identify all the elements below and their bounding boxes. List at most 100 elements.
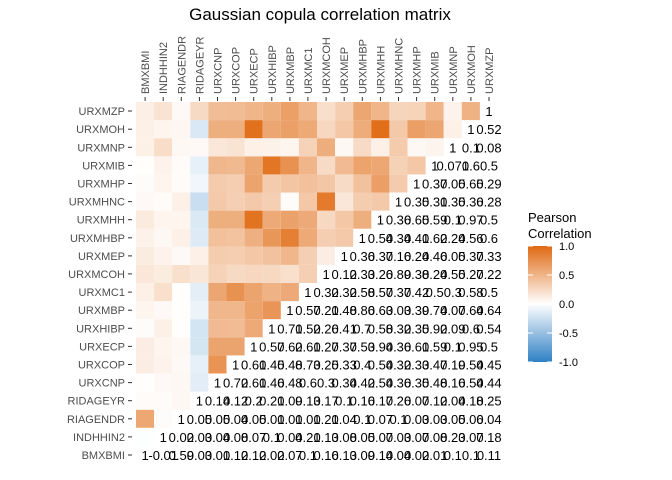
cell-value-label: 0.33 (404, 358, 429, 373)
heatmap-cell (226, 120, 245, 139)
heatmap-cell (226, 192, 245, 211)
cell-value-label: 0.64 (476, 303, 501, 318)
cell-value-label: 1 (304, 285, 311, 300)
y-axis-tick-label: URXMZP (79, 106, 125, 118)
heatmap-cell (389, 156, 408, 175)
heatmap-cell (407, 138, 426, 157)
cell-value-label: 0.34 (386, 231, 411, 246)
y-axis-tick-label: URXMHH (77, 215, 125, 227)
cell-value-label: 0.04 (386, 448, 411, 463)
heatmap-cell (244, 301, 263, 320)
legend-tick-label: 0.5 (559, 270, 574, 282)
heatmap-cell (208, 283, 227, 302)
cell-value-label: 0.26 (368, 267, 393, 282)
y-axis-tick-label: RIAGENDR (67, 414, 125, 426)
heatmap-cell (190, 156, 209, 175)
heatmap-cell (190, 174, 209, 193)
cell-value-label: 1 (160, 430, 167, 445)
cell-value-label: 0.55 (440, 267, 465, 282)
heatmap-cell (154, 264, 173, 283)
heatmap-cell (353, 120, 372, 139)
heatmap-cell (154, 409, 173, 428)
heatmap-cell (154, 156, 173, 175)
legend-tick-label: -0.5 (559, 328, 578, 340)
heatmap-cell (226, 264, 245, 283)
heatmap-cell (298, 120, 317, 139)
cell-value-label: 1 (377, 213, 384, 228)
heatmap-cell (298, 138, 317, 157)
cell-value-label: 0.54 (368, 231, 393, 246)
heatmap-cell (371, 120, 390, 139)
x-axis-tick-label: URXMHP (412, 46, 424, 94)
cell-value-label: 0.56 (458, 231, 483, 246)
legend-tick-label: 0.0 (559, 299, 574, 311)
heatmap-cell (425, 102, 444, 121)
heatmap-cell (298, 174, 317, 193)
cell-value-label: 1 (341, 249, 348, 264)
cell-value-label: 0.53 (350, 339, 375, 354)
cell-value-label: 0.09 (277, 394, 302, 409)
heatmap-cell (226, 138, 245, 157)
cell-value-label: 0.36 (386, 376, 411, 391)
cell-value-label: 1 (268, 321, 275, 336)
heatmap-cell (262, 120, 281, 139)
cell-value-label: 0.89 (386, 267, 411, 282)
cell-value-label: 0.31 (422, 195, 447, 210)
cell-value-label: 0.17 (313, 394, 338, 409)
heatmap-cell (244, 228, 263, 247)
heatmap-cell (389, 138, 408, 157)
cell-value-label: 0.04 (440, 394, 465, 409)
heatmap-cell (262, 228, 281, 247)
heatmap-cell (190, 246, 209, 265)
cell-value-label: 0.37 (332, 339, 357, 354)
x-axis-labels: BMXBMI INDHHIN2 RIAGENDR RIDAGEYR URXCNP URXC… (140, 36, 496, 101)
cell-value-label: 0.02 (259, 448, 284, 463)
x-axis-tick-label: BMXBMI (140, 51, 152, 94)
heatmap-cell (208, 301, 227, 320)
cell-value-label: 0.07 (404, 394, 429, 409)
cell-value-label: 0.39 (404, 303, 429, 318)
heatmap-cell (317, 192, 336, 211)
heatmap-cell (443, 102, 462, 121)
heatmap-cell (136, 246, 155, 265)
heatmap-cell (317, 210, 336, 229)
x-axis-tick-label: URXMHNC (394, 38, 406, 94)
cell-value-label: 0.4 (353, 358, 371, 373)
cell-value-label: 0.01 (295, 412, 320, 427)
heatmap-cell (190, 337, 209, 356)
heatmap-cell (280, 120, 299, 139)
cell-value-label: 0.72 (223, 376, 248, 391)
heatmap-cell (298, 156, 317, 175)
cell-value-label: 0.35 (404, 376, 429, 391)
cell-value-label: 0.03 (386, 430, 411, 445)
heatmap-cell (335, 138, 354, 157)
legend-ticks: 1.0 0.5 0.0 -0.5 -1.0 (528, 241, 578, 369)
cell-value-label: 0.58 (458, 285, 483, 300)
cell-value-label: 1 (485, 104, 492, 119)
cell-value-label: 0.1 (444, 339, 462, 354)
cell-value-label: 1 (178, 412, 185, 427)
cell-value-label: 0.33 (476, 249, 501, 264)
heatmap-cell (208, 264, 227, 283)
cell-value-label: 0.36 (458, 195, 483, 210)
cell-value-label: 1 (196, 394, 203, 409)
heatmap-cell (443, 120, 462, 139)
cell-value-label: 0.32 (313, 285, 338, 300)
y-axis-tick-label: URXCOP (78, 360, 125, 372)
cell-value-label: 0.52 (295, 321, 320, 336)
cell-value-label: 0.36 (386, 339, 411, 354)
heatmap-cell (244, 210, 263, 229)
heatmap-cell (298, 246, 317, 265)
heatmap-cell (172, 120, 191, 139)
heatmap-cell (190, 264, 209, 283)
heatmap-cell (244, 174, 263, 193)
heatmap-cell (317, 246, 336, 265)
cell-value-label: 0.1 (299, 448, 317, 463)
cell-value-label: 0.47 (422, 358, 447, 373)
cell-value-label: 0.24 (422, 267, 447, 282)
heatmap-cell (244, 138, 263, 157)
y-axis-tick-label: INDHHIN2 (73, 432, 125, 444)
heatmap-cell (317, 174, 336, 193)
cell-value-label: 0.16 (350, 394, 375, 409)
heatmap-cell (244, 283, 263, 302)
